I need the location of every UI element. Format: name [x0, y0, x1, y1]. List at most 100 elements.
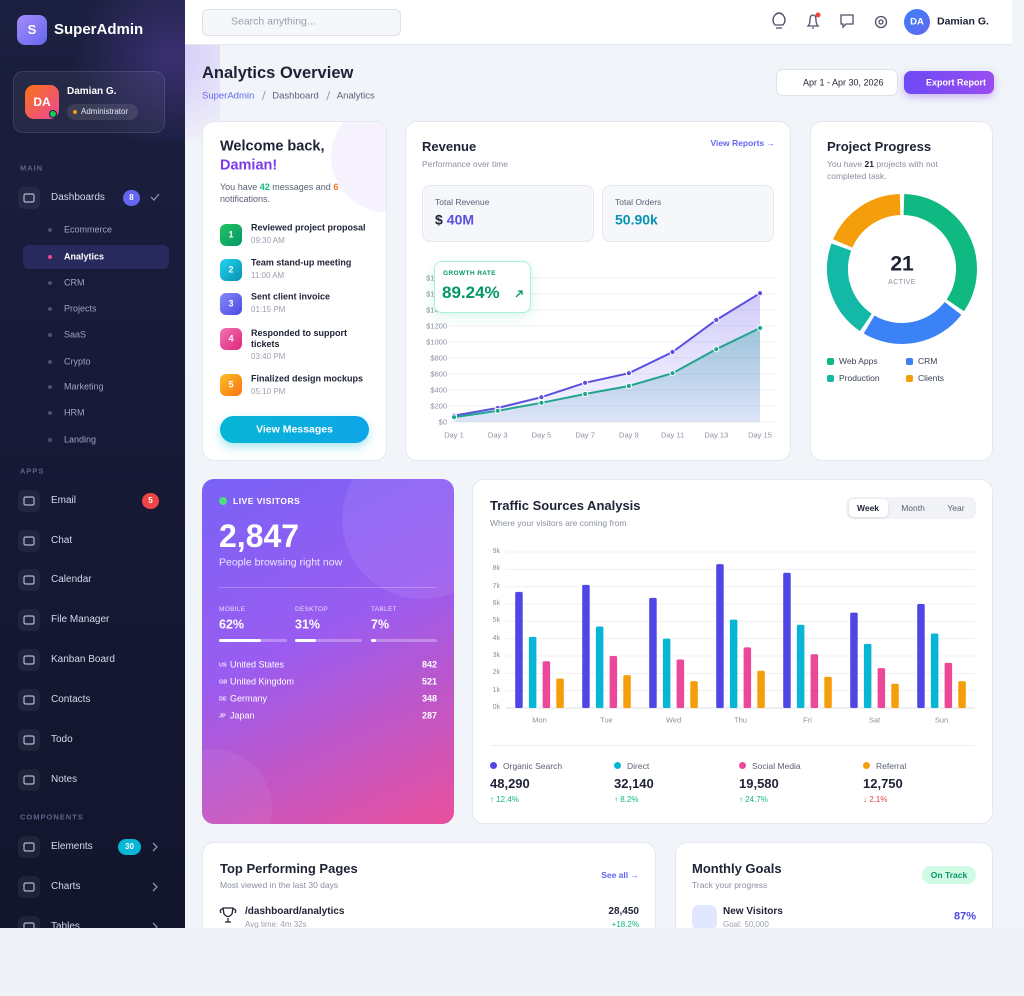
bar: [891, 683, 899, 708]
nav-icon: [23, 655, 35, 665]
top-avatar[interactable]: [904, 9, 930, 35]
nav-item[interactable]: Dashboards: [51, 192, 105, 203]
live-count: 2,847: [219, 517, 300, 554]
nav-badge: [118, 839, 141, 855]
user-name: Damian G.: [67, 86, 117, 97]
country-value: 287: [421, 710, 437, 721]
bar: [662, 638, 671, 708]
nav-item[interactable]: Contacts: [51, 694, 91, 705]
top-user-name[interactable]: Damian G.: [937, 15, 989, 28]
sub-item[interactable]: HRM: [64, 407, 85, 418]
donut-segment: [903, 194, 977, 312]
sub-dot: [48, 333, 52, 337]
tab[interactable]: Month: [901, 502, 925, 513]
x-tick-label: Day 13: [704, 430, 729, 440]
nav-badge-text: 5: [148, 496, 153, 506]
sub-item[interactable]: Crypto: [64, 356, 91, 367]
y-tick-label: 8k: [492, 565, 500, 573]
x-tick-label: Wed: [665, 715, 682, 725]
nav-item[interactable]: Todo: [51, 734, 73, 745]
nav-item[interactable]: Chat: [51, 535, 73, 546]
nav-item[interactable]: Tables: [51, 921, 80, 928]
legend-dot: [614, 762, 621, 769]
card-link[interactable]: See all →: [601, 869, 639, 880]
message-part: notifications.: [220, 194, 271, 204]
card-title: Revenue: [422, 139, 477, 155]
nav-item[interactable]: File Manager: [51, 614, 110, 625]
graphics-layer: [23, 12, 977, 928]
bar: [649, 597, 657, 708]
breadcrumb-item[interactable]: Dashboard: [272, 90, 319, 102]
page-meta: Avg time: 4m 32s: [245, 920, 307, 928]
nav-icon: [23, 193, 35, 203]
summary-value: 12,750: [863, 776, 903, 792]
device-value: 31%: [295, 617, 321, 632]
progress-track: [371, 639, 437, 642]
donut-segment: [863, 301, 962, 344]
summary-change: ↑ 24.7%: [739, 795, 768, 805]
device-label: TABLET: [371, 606, 397, 614]
stat-value: 40M: [446, 211, 475, 228]
step-icon: [220, 293, 242, 315]
nav-item[interactable]: Kanban Board: [51, 654, 115, 665]
export-button[interactable]: [904, 71, 994, 94]
sub-item[interactable]: SaaS: [64, 329, 87, 340]
activity-time: 03:40 PM: [251, 352, 286, 362]
activity-title: Team stand-up meeting: [251, 257, 352, 268]
nav-item[interactable]: Notes: [51, 774, 78, 785]
donut-segment: [827, 243, 873, 332]
legend-label: Direct: [627, 760, 650, 771]
x-tick-label: Fri: [803, 715, 812, 725]
tab[interactable]: Week: [856, 502, 880, 513]
bar: [528, 636, 537, 708]
step-icon: [220, 259, 242, 281]
point: [538, 394, 545, 401]
bar: [729, 619, 738, 708]
page-path[interactable]: /dashboard/analytics: [245, 906, 345, 917]
breadcrumb-item[interactable]: SuperAdmin: [202, 90, 255, 102]
view-messages-button[interactable]: [220, 416, 369, 443]
status-pill: [922, 866, 976, 884]
growth-badge: [434, 261, 531, 313]
sub-item[interactable]: Marketing: [64, 381, 104, 392]
tab[interactable]: Year: [947, 502, 965, 513]
card-subtitle: You have 21 projects with not completed …: [827, 158, 977, 182]
date-picker[interactable]: [776, 69, 898, 96]
y-tick-label: $600: [430, 369, 447, 379]
nav-item[interactable]: Email: [51, 495, 77, 506]
sub-dot: [48, 411, 52, 415]
sub-item[interactable]: Projects: [64, 303, 97, 314]
y-tick-label: 6k: [492, 599, 500, 607]
breadcrumb-sep: [326, 90, 331, 101]
nav-badge-text: 8: [129, 193, 134, 203]
card-link[interactable]: View Reports →: [710, 137, 775, 148]
step-number: 3: [228, 298, 234, 309]
nav-icon: [23, 496, 35, 506]
legend-label: CRM: [918, 355, 938, 366]
bar: [743, 647, 752, 708]
legend-swatch: [906, 357, 913, 365]
bar: [917, 604, 925, 708]
bar: [796, 624, 805, 708]
goal-target: Goal: 50,000: [723, 920, 769, 928]
sub-item[interactable]: Landing: [64, 434, 97, 445]
nav-icon-box: [18, 609, 40, 631]
status-label: On Track: [930, 869, 968, 880]
divider: [490, 745, 975, 746]
point: [450, 414, 458, 421]
nav-item[interactable]: Charts: [51, 881, 81, 892]
sub-item[interactable]: Analytics: [64, 251, 105, 262]
nav-icon-box: [18, 769, 40, 791]
stat-label: Total Revenue: [435, 196, 490, 207]
nav-icon: [23, 922, 35, 928]
button-label: View Messages: [256, 423, 333, 436]
sub-item[interactable]: Ecommerce: [64, 224, 113, 235]
growth-label: GROWTH RATE: [443, 270, 497, 278]
sub-item[interactable]: CRM: [64, 277, 85, 288]
stat-box: [602, 185, 774, 242]
nav-item[interactable]: Elements: [51, 841, 93, 852]
section-title: APPS: [20, 466, 45, 476]
sub-dot: [48, 438, 52, 442]
search-box[interactable]: [202, 9, 401, 36]
nav-item[interactable]: Calendar: [51, 574, 92, 585]
